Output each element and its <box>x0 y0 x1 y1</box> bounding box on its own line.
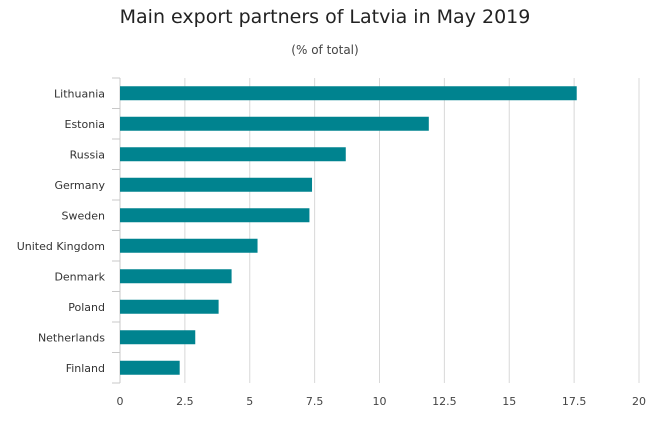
category-label: Netherlands <box>38 331 105 344</box>
x-tick-label: 10 <box>373 395 387 408</box>
bar <box>120 177 313 192</box>
category-label: Russia <box>70 148 105 161</box>
x-tick-label: 7.5 <box>306 395 324 408</box>
x-tick-label: 5 <box>246 395 253 408</box>
chart-title: Main export partners of Latvia in May 20… <box>119 6 531 28</box>
bar <box>120 147 346 162</box>
x-tick-label: 17.5 <box>562 395 587 408</box>
category-label: Finland <box>66 362 105 375</box>
category-label: Denmark <box>54 270 105 283</box>
bar <box>120 238 258 253</box>
bar <box>120 116 429 131</box>
category-label: Poland <box>68 301 105 314</box>
x-tick-label: 15 <box>502 395 516 408</box>
bar <box>120 269 232 284</box>
bar <box>120 208 310 223</box>
bar <box>120 299 219 314</box>
category-label: Lithuania <box>54 87 105 100</box>
bar <box>120 330 196 345</box>
bar <box>120 360 180 375</box>
category-label: United Kingdom <box>17 240 105 253</box>
x-tick-label: 20 <box>632 395 646 408</box>
x-tick-label: 12.5 <box>432 395 457 408</box>
x-tick-label: 0 <box>117 395 124 408</box>
bar <box>120 86 577 101</box>
chart-subtitle: (% of total) <box>291 43 359 57</box>
x-tick-label: 2.5 <box>176 395 194 408</box>
category-label: Estonia <box>65 118 106 131</box>
category-label: Germany <box>54 179 105 192</box>
category-label: Sweden <box>62 209 105 222</box>
